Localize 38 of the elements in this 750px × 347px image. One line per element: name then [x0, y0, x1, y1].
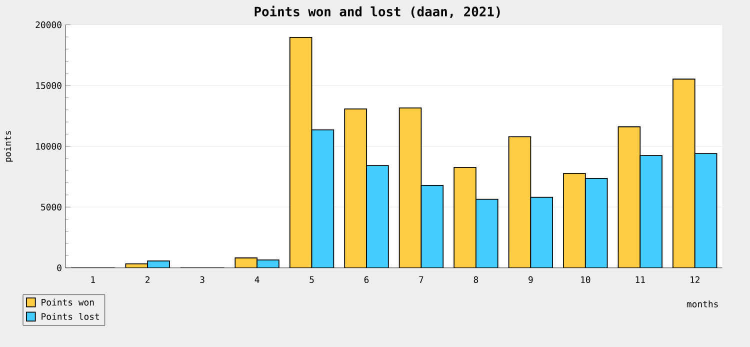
- bar: [584, 178, 608, 268]
- y-tick-label: 20000: [36, 21, 62, 28]
- y-axis-title: points: [4, 130, 13, 162]
- x-tick-label: 11: [636, 276, 645, 283]
- bar: [640, 155, 662, 268]
- bar: [618, 126, 641, 268]
- bar: [563, 172, 586, 268]
- x-tick-label: 8: [474, 276, 478, 283]
- y-tick-label: 5000: [41, 204, 62, 210]
- bar: [530, 196, 554, 268]
- x-tick-label: 4: [254, 276, 260, 283]
- x-tick-label: 12: [690, 276, 700, 283]
- bar: [398, 107, 422, 268]
- bar: [344, 108, 367, 268]
- x-tick-label: 1: [91, 276, 95, 283]
- x-tick-label: 2: [146, 276, 150, 283]
- bar: [366, 164, 389, 268]
- bar: [694, 153, 718, 268]
- legend-label: Points lost: [42, 312, 100, 320]
- bar: [476, 198, 498, 268]
- x-axis-title: months: [686, 300, 718, 308]
- x-tick-label: 3: [200, 276, 204, 283]
- x-tick-label: 6: [364, 276, 369, 283]
- y-tick-label: 0: [57, 264, 62, 272]
- bar: [420, 184, 444, 268]
- bar: [454, 166, 476, 268]
- x-tick-label: 10: [581, 276, 590, 283]
- bar: [508, 136, 532, 268]
- x-tick-label: 5: [310, 276, 314, 283]
- bar: [289, 36, 312, 268]
- x-tick-label: 7: [419, 276, 424, 283]
- bar: [311, 129, 334, 268]
- x-tick-label: 9: [528, 276, 533, 283]
- bar: [672, 78, 696, 268]
- y-tick-label: 10000: [36, 142, 62, 150]
- y-tick-label: 15000: [36, 82, 62, 89]
- legend-label: Points won: [42, 298, 94, 306]
- chart-title: Points won and lost (daan, 2021): [254, 6, 500, 18]
